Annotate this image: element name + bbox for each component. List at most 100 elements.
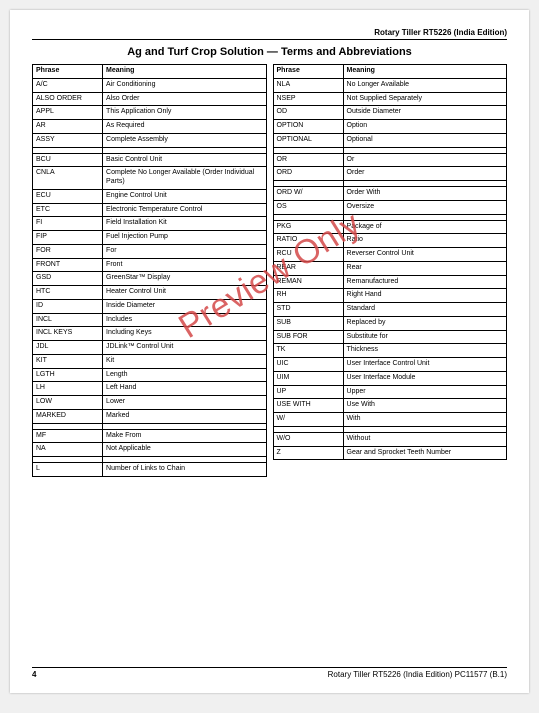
meaning-cell: User Interface Module [343,371,506,385]
phrase-cell: LGTH [33,368,103,382]
meaning-cell: Remanufactured [343,275,506,289]
meaning-cell: Reverser Control Unit [343,248,506,262]
table-row: PKGPackage of [273,220,507,234]
phrase-cell: A/C [33,78,103,92]
phrase-cell: OPTION [273,120,343,134]
table-row: ZGear and Sprocket Teeth Number [273,446,507,460]
meaning-cell: Without [343,432,506,446]
table-row: APPLThis Application Only [33,106,267,120]
phrase-cell: RATIO [273,234,343,248]
meaning-cell: Replaced by [343,316,506,330]
footer-product: Rotary Tiller RT5226 (India Edition) PC1… [328,670,507,679]
table-row: INCL KEYSIncluding Keys [33,327,267,341]
page: Rotary Tiller RT5226 (India Edition) Ag … [10,10,529,693]
meaning-cell: Inside Diameter [103,299,266,313]
phrase-cell: NA [33,443,103,457]
phrase-cell: FOR [33,244,103,258]
table-row: LOWLower [33,396,267,410]
table-row: UICUser Interface Control Unit [273,358,507,372]
meaning-cell: Gear and Sprocket Teeth Number [343,446,506,460]
phrase-cell: ORD [273,167,343,181]
meaning-cell: Thickness [343,344,506,358]
phrase-cell: OS [273,200,343,214]
phrase-cell: UP [273,385,343,399]
meaning-cell: Order [343,167,506,181]
phrase-cell: ECU [33,189,103,203]
table-row: RHRight Hand [273,289,507,303]
table-row: UIMUser Interface Module [273,371,507,385]
table-row: A/CAir Conditioning [33,78,267,92]
meaning-cell: Not Supplied Separately [343,92,506,106]
phrase-cell: RCU [273,248,343,262]
phrase-cell: NSEP [273,92,343,106]
phrase-cell: KIT [33,354,103,368]
terms-table-left: Phrase Meaning A/CAir ConditioningALSO O… [32,64,267,477]
table-row: FRONTFront [33,258,267,272]
meaning-cell: Marked [103,409,266,423]
phrase-cell: W/O [273,432,343,446]
col-phrase-header: Phrase [273,65,343,79]
phrase-cell: SUB FOR [273,330,343,344]
meaning-cell: No Longer Available [343,78,506,92]
meaning-cell: Standard [343,303,506,317]
meaning-cell: Substitute for [343,330,506,344]
meaning-cell: Number of Links to Chain [103,463,266,477]
phrase-cell: LOW [33,396,103,410]
meaning-cell: Complete No Longer Available (Order Indi… [103,167,266,190]
phrase-cell: REMAN [273,275,343,289]
phrase-cell: ALSO ORDER [33,92,103,106]
table-row: REMANRemanufactured [273,275,507,289]
meaning-cell: Optional [343,133,506,147]
meaning-cell: Upper [343,385,506,399]
meaning-cell: Option [343,120,506,134]
table-row: ETCElectronic Temperature Control [33,203,267,217]
phrase-cell: REAR [273,261,343,275]
meaning-cell: Order With [343,187,506,201]
table-row: BCUBasic Control Unit [33,153,267,167]
meaning-cell: Package of [343,220,506,234]
phrase-cell: OR [273,153,343,167]
table-row: W/OWithout [273,432,507,446]
col-meaning-header: Meaning [343,65,506,79]
meaning-cell: Heater Control Unit [103,286,266,300]
meaning-cell: Outside Diameter [343,106,506,120]
table-row: OPTIONOption [273,120,507,134]
meaning-cell: Lower [103,396,266,410]
phrase-cell: USE WITH [273,399,343,413]
table-row: LNumber of Links to Chain [33,463,267,477]
meaning-cell: Rear [343,261,506,275]
table-row: LHLeft Hand [33,382,267,396]
meaning-cell: Oversize [343,200,506,214]
meaning-cell: Make From [103,429,266,443]
phrase-cell: L [33,463,103,477]
phrase-cell: UIM [273,371,343,385]
table-row: SUBReplaced by [273,316,507,330]
phrase-cell: JDL [33,341,103,355]
phrase-cell: FI [33,217,103,231]
header-product: Rotary Tiller RT5226 (India Edition) [32,28,507,40]
phrase-cell: UIC [273,358,343,372]
phrase-cell: HTC [33,286,103,300]
table-row: TKThickness [273,344,507,358]
table-row: ASSYComplete Assembly [33,133,267,147]
phrase-cell: ORD W/ [273,187,343,201]
table-row: NSEPNot Supplied Separately [273,92,507,106]
meaning-cell: Use With [343,399,506,413]
phrase-cell: PKG [273,220,343,234]
table-row: KITKit [33,354,267,368]
phrase-cell: INCL KEYS [33,327,103,341]
table-row: JDLJDLink™ Control Unit [33,341,267,355]
meaning-cell: For [103,244,266,258]
table-row: FIPFuel Injection Pump [33,231,267,245]
table-row: ORD W/Order With [273,187,507,201]
right-column: Phrase Meaning NLANo Longer AvailableNSE… [273,64,508,477]
page-title: Ag and Turf Crop Solution — Terms and Ab… [32,46,507,58]
meaning-cell: Left Hand [103,382,266,396]
phrase-cell: TK [273,344,343,358]
meaning-cell: With [343,413,506,427]
table-row: MARKEDMarked [33,409,267,423]
table-row: INCLIncludes [33,313,267,327]
phrase-cell: OPTIONAL [273,133,343,147]
phrase-cell: CNLA [33,167,103,190]
table-row: LGTHLength [33,368,267,382]
